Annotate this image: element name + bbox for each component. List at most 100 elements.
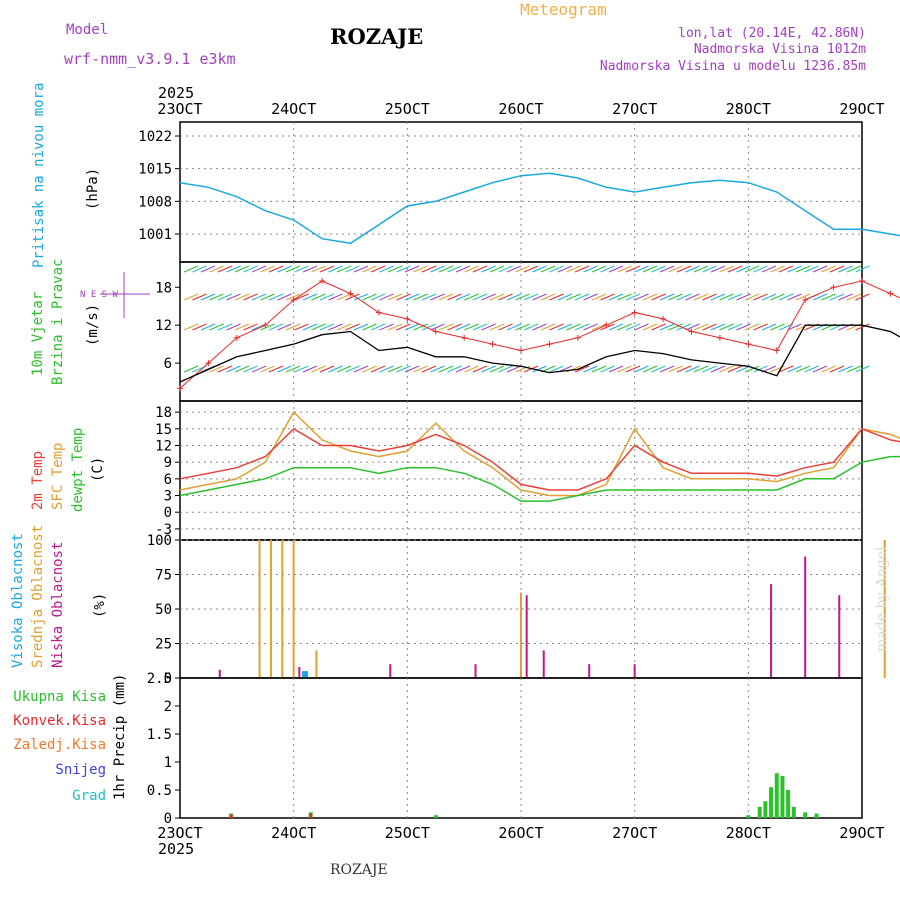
precip-panel: 0 0.5 1 1.5 2 2.5 (147, 671, 863, 827)
wind-arrow (702, 293, 717, 301)
wind-arrow (413, 323, 428, 331)
wind-arrow (455, 265, 471, 273)
wind-arrow (506, 265, 522, 273)
wind-arrow (719, 323, 734, 331)
wind-arrow (651, 265, 666, 273)
wind-arrow (362, 323, 377, 331)
wind-arrow (702, 323, 717, 331)
wind-arrow (540, 293, 556, 301)
wind-arrow (464, 323, 479, 331)
precip-total-bar (433, 815, 438, 818)
cloud-unit: (%) (92, 593, 108, 618)
wind-arrow (328, 265, 343, 273)
precip-tick-label: 2.5 (147, 671, 172, 687)
wind-arrow (829, 293, 845, 301)
legend-precip-total: Ukupna Kisa (13, 689, 106, 705)
wind-arrow (183, 265, 199, 273)
wind-arrow (353, 265, 369, 273)
cloud-tick-label: 0 (164, 671, 172, 687)
wind-label-1: 10m Vjetar (30, 292, 46, 376)
wind-arrow (523, 323, 539, 331)
wind-arrow (829, 265, 845, 273)
wind-arrow (855, 323, 870, 331)
wind-arrow (838, 365, 853, 373)
wind-arrow (472, 265, 488, 273)
wind-arrow (659, 265, 675, 273)
sfc-label: SFC Temp (50, 443, 66, 510)
wind-arrow (642, 365, 658, 373)
pressure-line (179, 172, 862, 245)
wind-arrow (846, 365, 862, 373)
cloud-low-bar (474, 664, 477, 678)
wind-arrow (600, 323, 615, 331)
wind-arrow (753, 293, 768, 301)
wind-arrow (855, 265, 870, 273)
wind-arrow (226, 323, 241, 331)
wind-arrow (719, 293, 734, 301)
wind-arrow (438, 265, 454, 273)
wind-arrow (438, 323, 454, 331)
precip-unit: 1hr Precip (mm) (112, 674, 128, 800)
dewpt-label: dewpt Temp (70, 428, 86, 512)
wind-arrow (217, 265, 233, 273)
precip-tick-label: 0.5 (147, 783, 172, 799)
cloud-mid-bar (520, 592, 522, 678)
wind-arrow (302, 365, 318, 373)
wind-arrow (625, 365, 641, 373)
footer-title: ROZAJE (330, 862, 388, 878)
wind-arrow (217, 365, 233, 373)
wind-arrow (591, 365, 607, 373)
wind-arrow (311, 265, 326, 273)
wind-arrow (379, 365, 394, 373)
wind-arrow (787, 323, 802, 331)
cloud-mid-bar (883, 540, 886, 678)
bottom-date-label: 23OCT (157, 824, 202, 842)
legend-graupel: Grad (72, 788, 106, 804)
dewpt-line (179, 455, 900, 502)
wind-arrow (710, 365, 726, 373)
wind-arrow (693, 265, 709, 273)
precip-total-bar (791, 806, 796, 818)
wind-arrow (719, 365, 734, 373)
temp-tick-label: 6 (164, 472, 172, 488)
wind-arrow (336, 293, 352, 301)
wind-arrow (540, 265, 556, 273)
temp-tick-label: 12 (155, 438, 172, 454)
legend-precip-conv: Konvek.Kisa (13, 713, 106, 729)
wind-arrow (574, 293, 590, 301)
wind-arrow (413, 265, 428, 273)
wind-arrow (209, 323, 224, 331)
wind-arrow (642, 323, 658, 331)
wind-arrow (387, 293, 403, 301)
wind-arrow (642, 293, 658, 301)
wind-arrow (566, 265, 581, 273)
wind-arrow (200, 293, 216, 301)
legend-snow: Snijeg (55, 762, 106, 778)
wind-arrow (421, 323, 437, 331)
precip-total-bar (746, 815, 751, 818)
wind-arrow (744, 323, 760, 331)
model-altitude-text: Nadmorska Visina u modelu 1236.85m (600, 59, 866, 74)
temp-tick-label: 15 (155, 422, 172, 438)
wind-arrow (770, 265, 785, 273)
wind-arrow (668, 293, 683, 301)
wind-arrow (574, 323, 590, 331)
temp-frame (179, 400, 863, 541)
top-date-label: 28OCT (726, 100, 771, 118)
wind-arrow (549, 265, 564, 273)
cloud-tick-label: 50 (155, 602, 172, 618)
wind-arrow (251, 265, 267, 273)
wind-arrow (787, 365, 802, 373)
wind-arrow (481, 365, 496, 373)
wind-arrow (761, 265, 777, 273)
cloud-mid-bar (315, 650, 318, 678)
top-date-label: 27OCT (612, 100, 657, 118)
wind-arrow (515, 265, 530, 273)
wind-arrow (736, 365, 751, 373)
wind-arrow (778, 293, 794, 301)
wind-arrow (455, 323, 471, 331)
wind-arrow (608, 293, 624, 301)
wind-arrow (761, 293, 777, 301)
cloud-mid-bar (269, 540, 272, 678)
top-date-label: 25OCT (385, 100, 430, 118)
